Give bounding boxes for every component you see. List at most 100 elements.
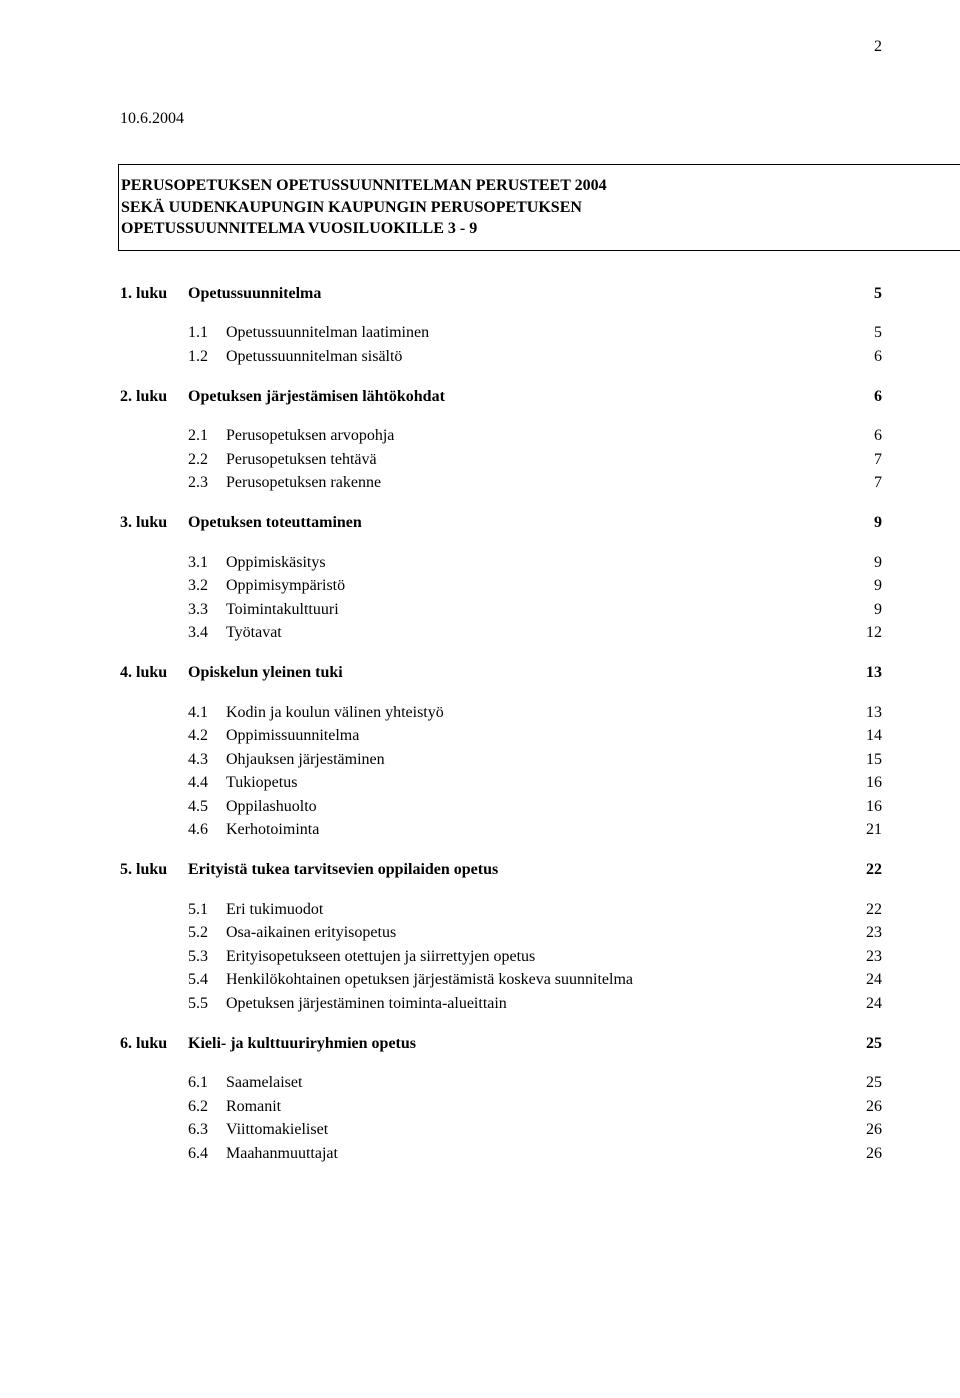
toc-section-head: 3. lukuOpetuksen toteuttaminen9 (120, 512, 882, 534)
toc-sub-label: Ohjauksen järjestäminen (226, 749, 842, 771)
toc-section-head: 4. lukuOpiskelun yleinen tuki13 (120, 662, 882, 684)
toc-section-number: 5. luku (120, 859, 188, 881)
toc-section-label: Kieli- ja kulttuuriryhmien opetus (188, 1033, 842, 1055)
toc-section-page: 22 (842, 859, 882, 881)
toc-sub-label: Opetuksen järjestäminen toiminta-alueitt… (226, 993, 842, 1015)
toc-sub-label: Oppimisympäristö (226, 575, 842, 597)
title-line: OPETUSSUUNNITELMA VUOSILUOKILLE 3 - 9 (121, 218, 960, 240)
toc-section-page: 25 (842, 1033, 882, 1055)
toc-sub-number: 3.4 (188, 622, 226, 644)
toc-sub-number: 3.3 (188, 599, 226, 621)
toc-sub-block: 6.1Saamelaiset256.2Romanit266.3Viittomak… (188, 1072, 882, 1164)
toc-sub-row: 1.1Opetussuunnitelman laatiminen5 (188, 322, 882, 344)
toc-section-head: 1. lukuOpetussuunnitelma5 (120, 283, 882, 305)
toc-section-label: Erityistä tukea tarvitsevien oppilaiden … (188, 859, 842, 881)
toc-sub-block: 5.1Eri tukimuodot225.2Osa-aikainen erity… (188, 899, 882, 1015)
toc-sub-label: Oppilashuolto (226, 796, 842, 818)
toc-sub-row: 4.1Kodin ja koulun välinen yhteistyö13 (188, 702, 882, 724)
toc-sub-number: 6.4 (188, 1143, 226, 1165)
toc-sub-label: Kodin ja koulun välinen yhteistyö (226, 702, 842, 724)
toc-section-page: 5 (842, 283, 882, 305)
document-content: 10.6.2004 PERUSOPETUKSEN OPETUSSUUNNITEL… (0, 0, 960, 1165)
toc-sub-page: 6 (842, 425, 882, 447)
toc-sub-page: 9 (842, 575, 882, 597)
toc-sub-row: 6.2Romanit26 (188, 1096, 882, 1118)
toc-sub-label: Toimintakulttuuri (226, 599, 842, 621)
toc-sub-block: 3.1Oppimiskäsitys93.2Oppimisympäristö93.… (188, 552, 882, 644)
toc-sub-label: Oppimissuunnitelma (226, 725, 842, 747)
toc-sub-label: Opetussuunnitelman laatiminen (226, 322, 842, 344)
toc-sub-number: 1.2 (188, 346, 226, 368)
toc-sub-number: 5.4 (188, 969, 226, 991)
toc-sub-row: 5.1Eri tukimuodot22 (188, 899, 882, 921)
toc-sub-page: 26 (842, 1143, 882, 1165)
toc-sub-row: 6.1Saamelaiset25 (188, 1072, 882, 1094)
table-of-contents: 1. lukuOpetussuunnitelma5 1.1Opetussuunni… (120, 283, 882, 1165)
toc-sub-row: 3.1Oppimiskäsitys9 (188, 552, 882, 574)
toc-sub-page: 22 (842, 899, 882, 921)
toc-sub-page: 16 (842, 772, 882, 794)
toc-sub-label: Oppimiskäsitys (226, 552, 842, 574)
toc-sub-row: 5.3Erityisopetukseen otettujen ja siirre… (188, 946, 882, 968)
toc-sub-page: 6 (842, 346, 882, 368)
title-line: PERUSOPETUKSEN OPETUSSUUNNITELMAN PERUST… (121, 175, 960, 197)
toc-section-page: 13 (842, 662, 882, 684)
toc-sub-page: 7 (842, 472, 882, 494)
toc-section-page: 6 (842, 386, 882, 408)
toc-sub-label: Perusopetuksen rakenne (226, 472, 842, 494)
toc-section-number: 6. luku (120, 1033, 188, 1055)
toc-sub-label: Perusopetuksen arvopohja (226, 425, 842, 447)
toc-sub-number: 6.2 (188, 1096, 226, 1118)
toc-sub-number: 6.1 (188, 1072, 226, 1094)
toc-sub-page: 16 (842, 796, 882, 818)
toc-sub-row: 5.5Opetuksen järjestäminen toiminta-alue… (188, 993, 882, 1015)
toc-sub-label: Työtavat (226, 622, 842, 644)
title-line: SEKÄ UUDENKAUPUNGIN KAUPUNGIN PERUSOPETU… (121, 197, 960, 219)
toc-sub-number: 5.2 (188, 922, 226, 944)
toc-sub-label: Perusopetuksen tehtävä (226, 449, 842, 471)
toc-section-head: 2. lukuOpetuksen järjestämisen lähtökohd… (120, 386, 882, 408)
toc-section-number: 1. luku (120, 283, 188, 305)
toc-sub-page: 15 (842, 749, 882, 771)
toc-sub-number: 3.2 (188, 575, 226, 597)
toc-section-head: 6. lukuKieli- ja kulttuuriryhmien opetus… (120, 1033, 882, 1055)
toc-sub-label: Viittomakieliset (226, 1119, 842, 1141)
toc-sub-page: 24 (842, 993, 882, 1015)
toc-sub-number: 2.2 (188, 449, 226, 471)
toc-sub-page: 26 (842, 1096, 882, 1118)
toc-sub-row: 2.3Perusopetuksen rakenne7 (188, 472, 882, 494)
toc-sub-row: 3.3Toimintakulttuuri9 (188, 599, 882, 621)
toc-sub-number: 4.3 (188, 749, 226, 771)
toc-sub-row: 3.2Oppimisympäristö9 (188, 575, 882, 597)
toc-sub-number: 4.6 (188, 819, 226, 841)
toc-sub-row: 2.1Perusopetuksen arvopohja6 (188, 425, 882, 447)
toc-sub-row: 6.3Viittomakieliset26 (188, 1119, 882, 1141)
toc-sub-page: 26 (842, 1119, 882, 1141)
toc-sub-label: Opetussuunnitelman sisältö (226, 346, 842, 368)
page-number: 2 (874, 38, 882, 56)
toc-sub-number: 1.1 (188, 322, 226, 344)
toc-sub-page: 13 (842, 702, 882, 724)
toc-sub-label: Saamelaiset (226, 1072, 842, 1094)
toc-section-label: Opetuksen toteuttaminen (188, 512, 842, 534)
toc-sub-page: 7 (842, 449, 882, 471)
toc-sub-page: 9 (842, 552, 882, 574)
toc-sub-row: 3.4Työtavat12 (188, 622, 882, 644)
toc-sub-block: 2.1Perusopetuksen arvopohja62.2Perusopet… (188, 425, 882, 494)
toc-sub-page: 23 (842, 946, 882, 968)
toc-sub-label: Henkilökohtainen opetuksen järjestämistä… (226, 969, 842, 991)
toc-section-number: 4. luku (120, 662, 188, 684)
toc-sub-label: Erityisopetukseen otettujen ja siirretty… (226, 946, 842, 968)
toc-sub-page: 12 (842, 622, 882, 644)
toc-sub-label: Tukiopetus (226, 772, 842, 794)
toc-section-page: 9 (842, 512, 882, 534)
toc-sub-label: Eri tukimuodot (226, 899, 842, 921)
document-date: 10.6.2004 (120, 110, 882, 128)
toc-sub-page: 5 (842, 322, 882, 344)
toc-sub-page: 24 (842, 969, 882, 991)
toc-sub-page: 23 (842, 922, 882, 944)
toc-sub-row: 4.2Oppimissuunnitelma14 (188, 725, 882, 747)
toc-sub-number: 4.5 (188, 796, 226, 818)
toc-sub-number: 2.1 (188, 425, 226, 447)
toc-sub-number: 5.5 (188, 993, 226, 1015)
